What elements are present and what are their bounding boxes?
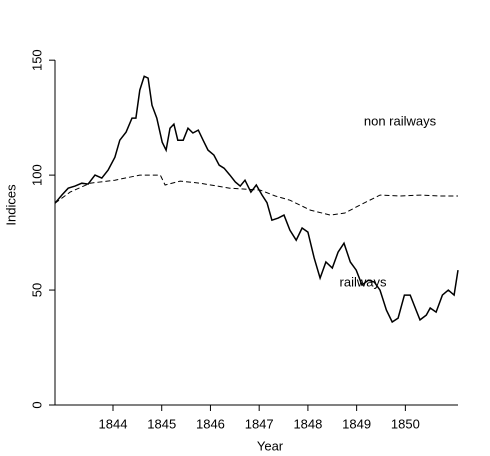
x-tick-label: 1847 xyxy=(245,416,274,431)
x-tick-label: 1844 xyxy=(99,416,128,431)
y-tick-label: 50 xyxy=(29,283,44,297)
x-tick-label: 1849 xyxy=(342,416,371,431)
series-label: non railways xyxy=(364,113,437,128)
x-axis-title: Year xyxy=(257,438,284,453)
series-label: railways xyxy=(340,274,387,289)
y-axis-title: Indices xyxy=(3,184,18,226)
series-line xyxy=(54,174,458,216)
y-tick-label: 100 xyxy=(29,164,44,186)
x-tick-label: 1850 xyxy=(391,416,420,431)
x-tick-label: 1846 xyxy=(196,416,225,431)
y-tick-label: 0 xyxy=(29,401,44,408)
series-line xyxy=(54,75,459,324)
y-tick-label: 150 xyxy=(29,49,44,71)
x-tick-label: 1845 xyxy=(147,416,176,431)
x-tick-label: 1848 xyxy=(293,416,322,431)
